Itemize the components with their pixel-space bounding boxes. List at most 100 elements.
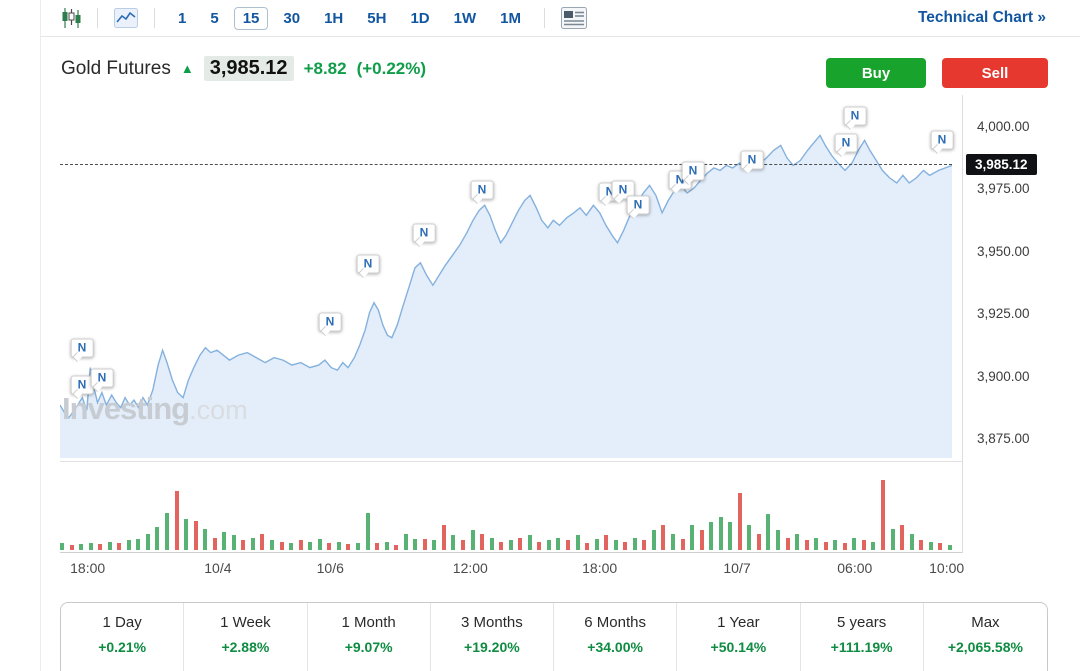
volume-bar [852, 538, 857, 550]
time-axis-label: 12:00 [452, 560, 488, 576]
time-axis-label: 18:00 [582, 560, 618, 576]
performance-change-value: +2.88% [221, 639, 270, 655]
volume-pane [60, 468, 952, 550]
performance-period-label: 5 years [837, 614, 887, 631]
time-axis[interactable]: 18:00 10/4 10/6 12:00 18:00 10/7 06:00 10:00 [60, 560, 964, 580]
volume-bar [298, 540, 303, 550]
volume-bar [919, 540, 924, 550]
timeframe-button-30[interactable]: 30 [274, 7, 309, 30]
volume-bar [756, 534, 761, 550]
timeframe-button-1d[interactable]: 1D [401, 7, 438, 30]
performance-period-label: 1 Day [102, 614, 142, 631]
performance-cell-3-months[interactable]: 3 Months +19.20% [431, 603, 554, 671]
performance-cell-1-day[interactable]: 1 Day +0.21% [61, 603, 185, 671]
volume-bar [460, 540, 465, 550]
time-axis-label: 06:00 [837, 560, 873, 576]
current-price-badge: 3,985.12 [966, 154, 1037, 176]
volume-bar [776, 530, 781, 550]
news-feed-icon[interactable] [560, 7, 587, 29]
timeframe-group: 1 5 15 30 1H 5H 1D 1W 1M [169, 6, 530, 30]
volume-bar [890, 529, 895, 550]
buy-button[interactable]: Buy [826, 58, 926, 88]
volume-bar [881, 480, 886, 550]
news-marker[interactable]: N [626, 195, 650, 215]
technical-chart-link[interactable]: Technical Chart » [917, 9, 1046, 26]
performance-change-value: +0.21% [98, 639, 147, 655]
performance-change-value: +2,065.58% [947, 639, 1023, 655]
news-marker[interactable]: N [356, 254, 380, 274]
volume-bar [413, 539, 418, 550]
volume-bar [718, 517, 723, 550]
volume-bar [69, 545, 74, 550]
volume-bar [480, 534, 485, 550]
performance-cell-6-months[interactable]: 6 Months +34.00% [554, 603, 678, 671]
price-axis-label: 3,925.00 [977, 306, 1030, 322]
timeframe-button-15[interactable]: 15 [233, 6, 269, 30]
timeframe-button-5[interactable]: 5 [201, 7, 227, 30]
volume-bar [375, 543, 380, 550]
volume-bar [317, 539, 322, 550]
price-axis[interactable]: 3,985.12 4,000.00 3,975.00 3,950.00 3,925.0… [962, 95, 1080, 462]
news-marker[interactable]: N [681, 161, 705, 181]
volume-bar [680, 539, 685, 550]
volume-bar [98, 544, 103, 550]
news-marker[interactable]: N [740, 150, 764, 170]
performance-cell-1-month[interactable]: 1 Month +9.07% [308, 603, 431, 671]
volume-bar [823, 542, 828, 550]
performance-change-value: +34.00% [587, 639, 643, 655]
news-marker[interactable]: N [412, 223, 436, 243]
news-marker[interactable]: N [470, 180, 494, 200]
volume-bar [88, 543, 93, 550]
watermark-domain: .com [189, 395, 248, 425]
volume-bar [107, 542, 112, 550]
last-price: 3,985.12 [203, 56, 294, 81]
performance-cell-5-years[interactable]: 5 years +111.19% [801, 603, 924, 671]
volume-bar [60, 543, 64, 550]
toolbar-divider [97, 8, 98, 28]
volume-bar [241, 540, 246, 550]
candlestick-chart-icon[interactable] [61, 7, 81, 29]
volume-bar [270, 540, 275, 550]
volume-bar [289, 543, 294, 550]
performance-period-label: 1 Month [341, 614, 396, 631]
price-area-chart[interactable] [60, 95, 952, 462]
timeframe-button-1h[interactable]: 1H [315, 7, 352, 30]
volume-bar [136, 539, 141, 550]
news-marker[interactable]: N [318, 312, 342, 332]
performance-change-value: +111.19% [830, 639, 893, 655]
volume-bar [432, 540, 437, 550]
investing-watermark: Investing.com [62, 391, 248, 427]
volume-bar [604, 535, 609, 550]
volume-bar [355, 543, 360, 550]
performance-change-value: +19.20% [464, 639, 520, 655]
volume-bar [441, 525, 446, 550]
timeframe-button-1m[interactable]: 1M [491, 7, 530, 30]
performance-period-label: 6 Months [584, 614, 646, 631]
volume-bar [861, 540, 866, 550]
line-chart-icon[interactable] [114, 8, 138, 28]
news-marker[interactable]: N [843, 106, 867, 126]
timeframe-button-5h[interactable]: 5H [358, 7, 395, 30]
news-marker[interactable]: N [70, 338, 94, 358]
price-axis-label: 3,875.00 [977, 431, 1030, 447]
timeframe-button-1w[interactable]: 1W [445, 7, 486, 30]
news-marker[interactable]: N [930, 130, 954, 150]
performance-cell-max[interactable]: Max +2,065.58% [924, 603, 1047, 671]
performance-cell-1-year[interactable]: 1 Year +50.14% [677, 603, 801, 671]
volume-bar [537, 542, 542, 550]
news-marker[interactable]: N [834, 133, 858, 153]
volume-bar [556, 538, 561, 550]
volume-bar [79, 544, 84, 550]
volume-bar [795, 534, 800, 550]
timeframe-button-1[interactable]: 1 [169, 7, 195, 30]
news-marker[interactable]: N [90, 368, 114, 388]
volume-bar [174, 491, 179, 550]
toolbar-divider [154, 8, 155, 28]
volume-bar [642, 540, 647, 550]
trade-actions: Buy Sell [826, 58, 1048, 88]
sell-button[interactable]: Sell [942, 58, 1048, 88]
volume-bar [451, 535, 456, 550]
volume-bar [900, 525, 905, 550]
performance-cell-1-week[interactable]: 1 Week +2.88% [184, 603, 308, 671]
